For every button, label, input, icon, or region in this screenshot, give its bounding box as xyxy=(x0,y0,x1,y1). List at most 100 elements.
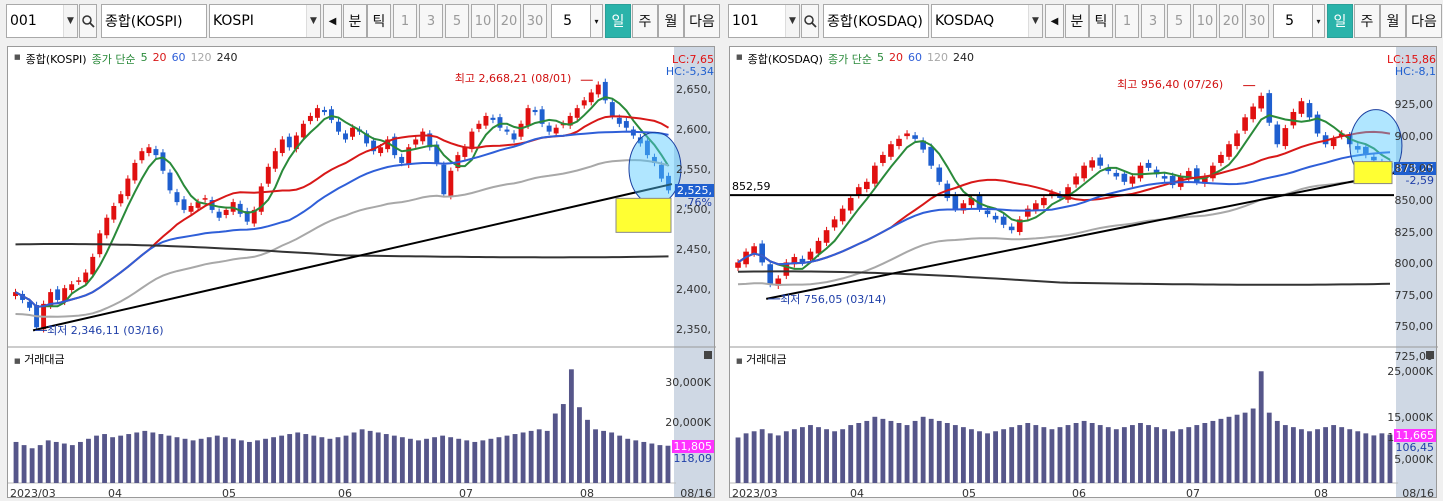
market-select[interactable]: KOSPI ▼ xyxy=(209,4,321,38)
candle xyxy=(118,194,124,204)
volume-bar xyxy=(1242,412,1248,483)
maximize-icon[interactable] xyxy=(1426,351,1434,359)
maximize-icon[interactable] xyxy=(704,351,712,359)
candle xyxy=(1089,160,1095,168)
volume-tick-label: 5,000K xyxy=(1394,453,1433,466)
volume-bar xyxy=(416,440,421,483)
period-button[interactable]: 분 xyxy=(1065,4,1089,38)
range-button[interactable]: 주 xyxy=(632,4,658,38)
candle xyxy=(896,138,902,147)
ma240-line xyxy=(15,243,669,259)
chevron-down-icon[interactable]: ▼ xyxy=(1028,5,1042,37)
volume-title: ■ 거래대금 xyxy=(14,351,65,367)
volume-bar xyxy=(936,420,942,483)
chart-area[interactable]: ■ 종합(KOSDAQ) 종가 단순 5 20 60 120 240 LC:15… xyxy=(729,46,1438,500)
volume-bar xyxy=(158,434,164,483)
volume-bar xyxy=(560,404,566,483)
x-tick-label: 08 xyxy=(580,487,594,500)
chevron-down-icon[interactable]: ▼ xyxy=(306,5,320,37)
period-button[interactable]: 1 xyxy=(393,4,417,38)
period-button[interactable]: 30 xyxy=(1245,4,1269,38)
range-button[interactable]: 월 xyxy=(658,4,684,38)
volume-title-text: 거래대금 xyxy=(746,353,787,366)
candle xyxy=(976,195,983,209)
legend-ma5: 5 xyxy=(140,51,148,64)
period-button[interactable]: 1 xyxy=(1115,4,1139,38)
play-left-icon[interactable]: ◀ xyxy=(323,4,342,38)
candle xyxy=(1153,169,1160,175)
period-button[interactable]: 5 xyxy=(1167,4,1191,38)
horizontal-level-label: 852,59 xyxy=(732,180,771,194)
candle xyxy=(1129,176,1136,184)
count-stepper[interactable]: 5 xyxy=(1273,4,1313,38)
volume-bar xyxy=(327,438,333,483)
volume-bar xyxy=(1017,425,1023,483)
volume-bar xyxy=(53,441,59,483)
volume-bar xyxy=(432,437,437,483)
period-button[interactable]: 20 xyxy=(1219,4,1243,38)
candle xyxy=(767,264,774,284)
range-button[interactable]: 다음 xyxy=(684,4,720,38)
volume-bar xyxy=(1355,431,1361,483)
volume-bar xyxy=(904,425,910,483)
candle xyxy=(237,203,243,214)
count-stepper[interactable]: 5 xyxy=(551,4,591,38)
chart-area[interactable]: ■ 종합(KOSPI) 종가 단순 5 20 60 120 240 LC:7,6… xyxy=(7,46,716,500)
volume-bar xyxy=(1065,425,1071,483)
candle xyxy=(912,135,918,139)
range-button[interactable]: 주 xyxy=(1354,4,1380,38)
range-button[interactable]: 일 xyxy=(605,4,631,38)
volume-bar xyxy=(488,438,494,483)
period-button[interactable]: 10 xyxy=(471,4,495,38)
period-button[interactable]: 30 xyxy=(523,4,547,38)
search-icon[interactable] xyxy=(79,4,97,38)
search-icon[interactable] xyxy=(801,4,819,38)
chevron-down-icon[interactable]: ▾ xyxy=(590,4,603,38)
volume-bar xyxy=(496,437,502,483)
period-button[interactable]: 틱 xyxy=(1089,4,1113,38)
candle xyxy=(448,170,454,197)
play-left-icon[interactable]: ◀ xyxy=(1045,4,1064,38)
volume-bar xyxy=(287,434,293,483)
candle xyxy=(490,117,496,120)
volume-bar xyxy=(848,425,854,483)
index-name-field[interactable]: 종합(KOSPI) xyxy=(101,4,207,38)
candle xyxy=(293,135,299,150)
candle xyxy=(1363,146,1369,155)
trend-line xyxy=(32,183,673,332)
code-select[interactable]: 101 ▼ xyxy=(728,4,800,38)
period-button[interactable]: 틱 xyxy=(367,4,391,38)
chevron-down-icon[interactable]: ▾ xyxy=(1312,4,1325,38)
period-button[interactable]: 10 xyxy=(1193,4,1217,38)
period-button[interactable]: 5 xyxy=(445,4,469,38)
volume-bar xyxy=(856,423,862,483)
legend-ma-title: 종가 단순 xyxy=(827,53,872,66)
index-name-field[interactable]: 종합(KOSDAQ) xyxy=(823,4,929,38)
chevron-down-icon[interactable]: ▼ xyxy=(785,5,799,37)
candle xyxy=(1258,95,1265,109)
range-button[interactable]: 일 xyxy=(1327,4,1353,38)
x-tick-label: 04 xyxy=(108,487,122,500)
candle xyxy=(759,243,765,263)
volume-bar xyxy=(45,440,51,483)
code-value: 101 xyxy=(732,13,759,29)
volume-bar xyxy=(896,423,902,483)
volume-current-label: 11,665 xyxy=(1393,428,1436,442)
lc-label: LC:15,86 xyxy=(1386,53,1436,66)
range-button[interactable]: 월 xyxy=(1380,4,1406,38)
period-button[interactable]: 3 xyxy=(419,4,443,38)
ma60-line xyxy=(15,130,669,308)
range-button[interactable]: 다음 xyxy=(1406,4,1442,38)
volume-bar xyxy=(351,432,357,483)
period-button[interactable]: 분 xyxy=(343,4,367,38)
period-button[interactable]: 3 xyxy=(1141,4,1165,38)
market-select[interactable]: KOSDAQ ▼ xyxy=(931,4,1043,38)
period-button[interactable]: 20 xyxy=(497,4,521,38)
candle xyxy=(775,278,782,286)
volume-bar xyxy=(118,435,124,483)
candle xyxy=(132,162,138,181)
chevron-down-icon[interactable]: ▼ xyxy=(63,5,77,37)
candle xyxy=(637,137,643,144)
code-select[interactable]: 001 ▼ xyxy=(6,4,78,38)
candle xyxy=(104,217,110,236)
